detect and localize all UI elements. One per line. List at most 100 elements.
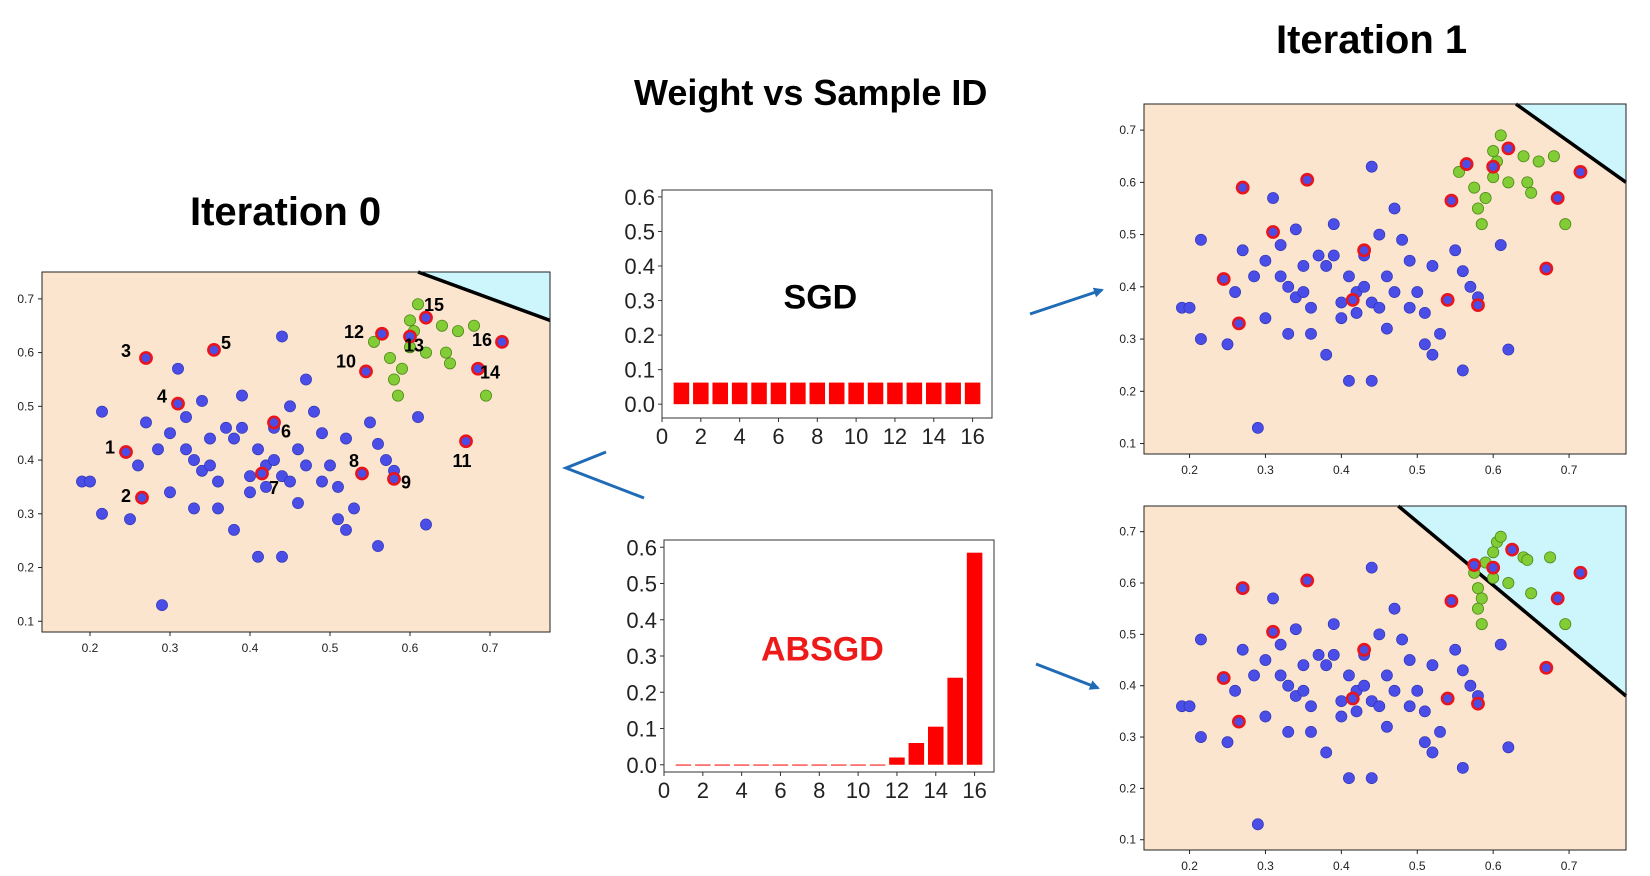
weight-bar: [928, 726, 944, 765]
arrow-to-iteration-1-top-icon: [1029, 287, 1104, 316]
negative-point: [1195, 633, 1207, 646]
highlighted-point: [419, 310, 433, 325]
highlighted-point: [1440, 292, 1455, 307]
x-tick-label: 12: [883, 424, 907, 449]
positive-point: [1502, 176, 1515, 189]
y-tick-label: 0.6: [1119, 576, 1136, 590]
highlighted-point: [135, 490, 149, 505]
weight-bar: [964, 382, 981, 405]
negative-point: [1418, 338, 1431, 351]
negative-point: [324, 459, 336, 472]
chevron-left-icon: [561, 450, 645, 500]
highlighted-point: [495, 334, 509, 349]
x-tick-label: 0.2: [82, 641, 99, 655]
weight-bar: [848, 382, 864, 405]
positive-point: [1559, 618, 1572, 631]
negative-point: [1327, 648, 1340, 661]
x-tick-label: 0.4: [242, 641, 259, 655]
positive-point: [1471, 582, 1484, 595]
weight-bar: [751, 382, 767, 405]
x-tick-label: 16: [960, 424, 984, 449]
weight-vs-sample-title: Weight vs Sample ID: [634, 72, 988, 113]
iteration-0-title: Iteration 0: [190, 190, 382, 234]
x-tick-label: 8: [813, 778, 825, 803]
highlighted-point: [1345, 292, 1360, 307]
decision-boundary: [1514, 102, 1628, 184]
weight-bar: [673, 382, 690, 405]
negative-point: [1502, 741, 1515, 754]
negative-point: [284, 400, 296, 413]
sample-id-label: 15: [424, 295, 444, 315]
positive-point: [1525, 587, 1538, 600]
negative-point: [180, 411, 192, 423]
negative-point: [1229, 684, 1241, 697]
arrow-to-iteration-1-bottom-icon: [1035, 662, 1100, 690]
negative-point: [212, 502, 224, 515]
positive-point: [1502, 577, 1515, 590]
positive-point: [1521, 553, 1534, 566]
negative-point: [1274, 638, 1287, 651]
negative-point: [1259, 654, 1272, 666]
negative-point: [332, 513, 344, 526]
negative-point: [276, 330, 288, 343]
highlighted-point: [139, 351, 153, 365]
negative-point: [172, 362, 184, 375]
negative-point: [1297, 260, 1310, 272]
negative-point: [1426, 746, 1439, 759]
negative-point: [244, 486, 256, 499]
highlighted-point: [1231, 316, 1246, 331]
negative-point: [1282, 679, 1295, 692]
x-tick-label: 0.5: [1409, 859, 1426, 873]
iteration-1-sgd-scatter-plot: 0.2 0.3 0.4 0.5 0.6 0.7 0.1 0.2 0.3 0.4 0.5 0.6 0.7: [1119, 102, 1628, 477]
positive-point: [1532, 155, 1545, 168]
weight-bar: [869, 764, 886, 766]
y-tick-label: 0.6: [624, 185, 655, 210]
weight-bar: [811, 764, 828, 766]
plot-frame: [41, 271, 551, 633]
negative-point: [1305, 700, 1317, 713]
negative-point: [348, 502, 360, 515]
negative-point: [244, 470, 256, 483]
optimizer-label: SGD: [784, 279, 858, 317]
negative-point: [132, 459, 144, 472]
negative-point: [1396, 633, 1408, 646]
highlighted-point: [1235, 581, 1250, 596]
negative-point: [164, 486, 176, 499]
negative-point: [1380, 322, 1393, 335]
weight-bar: [714, 764, 730, 766]
negative-point: [1456, 664, 1469, 677]
negative-point: [1456, 364, 1469, 377]
y-tick-label: 0.3: [626, 644, 657, 669]
sample-id-label: 2: [121, 486, 131, 506]
positive-point: [1475, 618, 1488, 631]
negative-point: [412, 411, 424, 423]
x-tick-label: 0.2: [1181, 859, 1198, 873]
negative-point: [1373, 301, 1386, 314]
weight-bar: [926, 382, 942, 405]
negative-point: [1229, 286, 1241, 298]
sample-id-label: 5: [221, 333, 231, 353]
negative-point: [1327, 618, 1340, 630]
negative-point: [332, 481, 344, 493]
y-tick-label: 0.7: [17, 292, 34, 306]
x-tick-label: 0: [658, 778, 670, 803]
negative-point: [96, 405, 108, 418]
negative-point: [1297, 684, 1310, 697]
weight-bar: [889, 757, 905, 765]
negative-point: [1494, 239, 1507, 251]
negative-point: [164, 427, 176, 440]
sample-id-label: 16: [472, 330, 492, 350]
negative-point: [1343, 270, 1355, 283]
x-tick-label: 0.6: [402, 641, 419, 655]
y-tick-label: 0.4: [1119, 280, 1136, 294]
y-tick-label: 0.1: [624, 358, 655, 383]
highlighted-point: [471, 361, 485, 376]
x-tick-label: 0.3: [1257, 463, 1274, 477]
negative-point: [1403, 254, 1416, 267]
highlighted-point: [1573, 565, 1588, 580]
highlighted-point: [255, 466, 269, 481]
negative-point: [1297, 659, 1310, 672]
negative-point: [1274, 270, 1287, 283]
negative-point: [1388, 602, 1401, 615]
negative-point: [140, 416, 152, 429]
